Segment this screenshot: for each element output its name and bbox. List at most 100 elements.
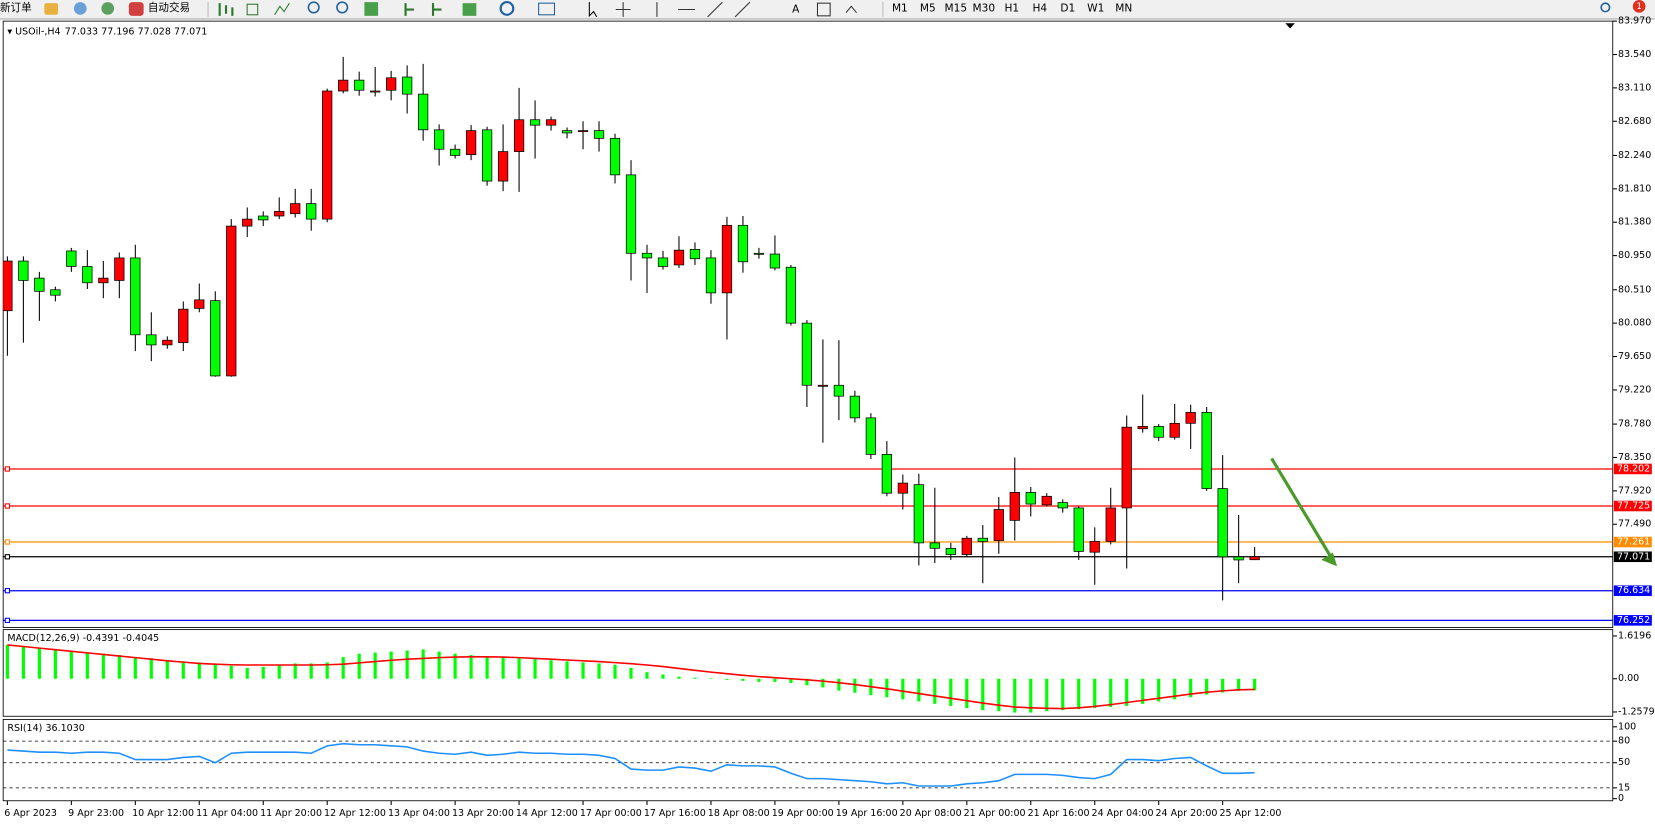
y-tick-label: 83.110 <box>1618 82 1651 93</box>
macd-bar <box>629 667 633 679</box>
y-tick-label: -1.2579 <box>1618 706 1655 717</box>
candle-body <box>1169 422 1180 438</box>
trend-arrow <box>1270 457 1338 567</box>
timeframe-button[interactable]: M5 <box>920 2 936 14</box>
icon[interactable] <box>404 3 442 16</box>
macd-bar <box>773 678 777 682</box>
candle-body <box>817 384 829 387</box>
candle-body <box>226 225 237 377</box>
y-tick-label: 81.380 <box>1618 217 1651 228</box>
level-tag <box>1613 585 1652 596</box>
candle-body <box>322 90 333 220</box>
x-tick-label: 24 Apr 04:00 <box>1092 808 1154 819</box>
crosshair-tool[interactable] <box>615 2 631 17</box>
x-tick-label: 17 Apr 16:00 <box>644 808 706 819</box>
candle-body <box>1057 502 1068 509</box>
x-tick-label: 10 Apr 12:00 <box>132 808 194 819</box>
candle-body <box>1105 507 1116 542</box>
macd-bar <box>901 678 905 700</box>
icon[interactable] <box>44 3 59 15</box>
macd-bar <box>581 662 585 679</box>
level-label: 78.202 <box>1617 463 1650 474</box>
icon[interactable] <box>246 3 259 16</box>
candle-body <box>641 252 653 259</box>
macd-header: MACD(12,26,9) -0.4391 -0.4045 <box>7 633 159 644</box>
candle-body <box>1073 507 1084 552</box>
level-handle <box>4 503 11 509</box>
zoom-in[interactable] <box>307 1 320 14</box>
candle-body <box>721 224 733 294</box>
macd-bar <box>309 663 313 679</box>
timeframe-button[interactable]: M15 <box>945 2 968 14</box>
macd-bar <box>149 658 153 679</box>
macd-bar <box>1077 678 1081 710</box>
price-plot <box>3 56 1613 624</box>
icon[interactable] <box>364 2 379 16</box>
macd-bar <box>293 663 297 679</box>
timeframe-button[interactable]: W1 <box>1087 2 1104 14</box>
cursor-tool[interactable] <box>588 2 598 18</box>
rsi-header: RSI(14) 36.1030 <box>7 722 84 733</box>
text-tool[interactable]: A <box>792 4 800 16</box>
zoom-out[interactable] <box>336 1 349 14</box>
label-tool[interactable] <box>816 2 831 17</box>
rsi-plot <box>3 740 1613 789</box>
y-tick-label: 0.00 <box>1618 673 1639 684</box>
candle-body <box>370 90 381 93</box>
macd-bar <box>1093 678 1097 709</box>
macd-bar <box>69 651 73 679</box>
macd-bar <box>197 662 201 679</box>
y-tick-label: 100 <box>1618 721 1636 732</box>
x-tick-label: 6 Apr 2023 <box>4 808 57 819</box>
x-tick-label: 19 Apr 16:00 <box>836 808 898 819</box>
candle-body <box>162 339 173 346</box>
icon[interactable] <box>218 3 234 16</box>
auto-trade-button[interactable]: 自动交易 <box>148 1 190 14</box>
notification-badge[interactable] <box>1632 0 1646 13</box>
shift-marker <box>1285 23 1295 29</box>
candle-body <box>865 417 876 455</box>
macd-bar <box>789 678 793 683</box>
search[interactable] <box>1600 2 1611 13</box>
macd-bar <box>533 659 537 679</box>
arrow-tool[interactable] <box>845 5 857 14</box>
macd-main: -0.4391 <box>83 633 120 644</box>
icon[interactable] <box>128 2 144 16</box>
timeframe-button[interactable]: H1 <box>1004 2 1019 14</box>
new-order-button[interactable]: 新订单 <box>0 1 32 14</box>
icon[interactable] <box>101 2 115 15</box>
icon[interactable] <box>499 1 515 16</box>
macd-bar <box>5 644 9 679</box>
candle-body <box>465 130 477 156</box>
candle-body <box>1249 556 1260 561</box>
candle-body <box>34 277 45 292</box>
candle-body <box>577 130 589 133</box>
timeframe-button[interactable]: MN <box>1115 2 1132 14</box>
y-tick-label: 15 <box>1618 782 1630 793</box>
icon[interactable] <box>462 3 477 16</box>
macd-bar <box>501 657 505 679</box>
level-handle <box>4 539 11 545</box>
macd-bar <box>389 651 393 679</box>
timeframe-button[interactable]: M1 <box>892 2 908 14</box>
icon[interactable] <box>538 2 556 16</box>
candle-body <box>66 250 77 267</box>
timeframe-button[interactable]: D1 <box>1060 2 1075 14</box>
drawing-tools[interactable] <box>656 1 751 18</box>
timeframe-button[interactable]: H4 <box>1032 2 1047 14</box>
timeframe-button[interactable]: M30 <box>973 2 996 14</box>
icon[interactable] <box>274 2 290 16</box>
candle-body <box>833 384 845 397</box>
candle-body <box>50 289 61 296</box>
macd-bar <box>661 674 665 679</box>
macd-bar <box>1029 678 1033 713</box>
icon[interactable] <box>73 2 87 15</box>
candle-body <box>705 257 717 294</box>
candle-body <box>1185 412 1196 424</box>
macd-bar <box>549 660 553 679</box>
open: 77.033 <box>65 26 98 37</box>
y-tick-label: 80.950 <box>1618 250 1651 261</box>
candle-body <box>1217 488 1228 558</box>
price-header: ▾ USOil-,H4 77.033 77.196 77.028 77.071 <box>7 26 207 37</box>
level-handle <box>4 588 11 594</box>
